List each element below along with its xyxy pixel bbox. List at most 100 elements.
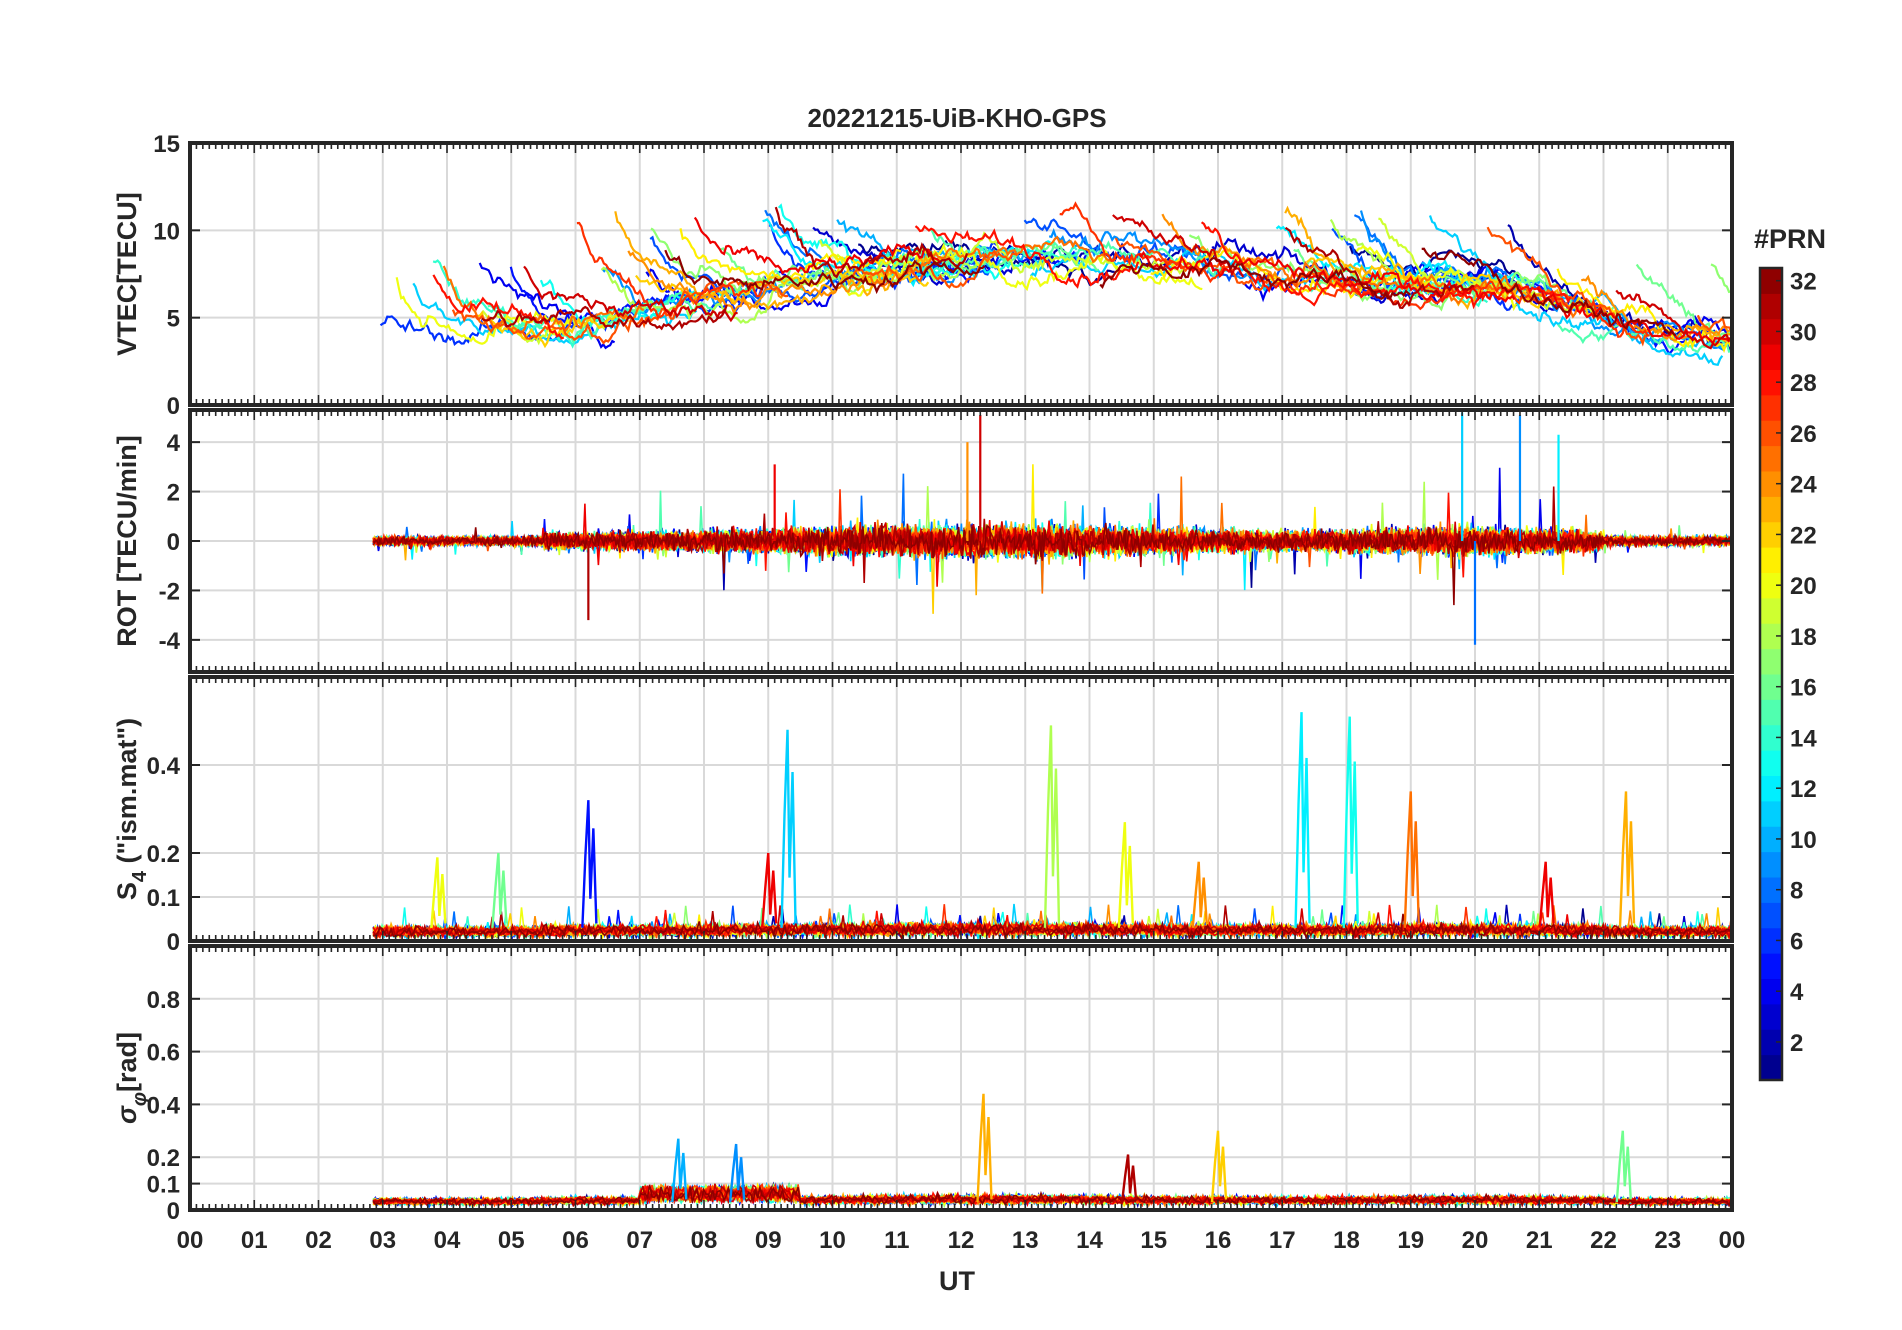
colorbar-tick-label: 2 — [1790, 1030, 1803, 1057]
colorbar-tick-label: 30 — [1790, 319, 1817, 346]
colorbar-segment — [1760, 445, 1782, 472]
colorbar-segment — [1760, 648, 1782, 675]
s4-panel: 0 0.1 0.2 0.4S4 ("ism.mat") — [112, 675, 1734, 956]
s4-axes — [188, 675, 1734, 943]
sigma_phi-series — [372, 1093, 1732, 1209]
vtec-line-prn — [847, 249, 1018, 289]
colorbar-segment — [1760, 953, 1782, 979]
colorbar-tick-label: 20 — [1790, 573, 1817, 600]
y-tick-label: 15 — [153, 131, 180, 158]
vtec-line-prn — [664, 249, 986, 295]
vtec-line-prn — [914, 224, 1140, 289]
x-tick-label: 07 — [626, 1227, 653, 1254]
y-tick-label: 0.2 — [147, 1145, 180, 1172]
colorbar-tick-label: 8 — [1790, 878, 1803, 905]
colorbar-segment — [1760, 521, 1782, 548]
s4-spike — [1043, 725, 1061, 928]
vtec-line-prn — [477, 310, 630, 349]
x-tick-label: 13 — [1012, 1227, 1039, 1254]
colorbar-tick-label: 24 — [1790, 472, 1817, 499]
sigma_phi-spike — [1210, 1130, 1228, 1203]
x-tick-label: 05 — [498, 1227, 525, 1254]
vtec-line-prn — [1536, 287, 1732, 346]
sigma_phi-axes — [188, 944, 1734, 1212]
x-tick-label: 12 — [948, 1227, 975, 1254]
x-tick-labels: 00 01 02 03 04 05 06 07 08 09 10 11 12 13 14 15 16 17 18 19… — [177, 1227, 1746, 1254]
chart-title: 20221215-UiB-KHO-GPS — [807, 103, 1106, 133]
sigma_phi-spike — [1615, 1130, 1632, 1203]
colorbar-segment — [1760, 547, 1782, 573]
s4-spike — [1191, 861, 1208, 928]
x-axis-label: UT — [939, 1266, 975, 1296]
vtec-line-prn — [1696, 314, 1732, 332]
vtec-line-prn — [1615, 289, 1732, 350]
y-tick-label: 0 — [167, 529, 180, 556]
colorbar-tick-label: 6 — [1790, 928, 1803, 955]
x-tick-label: 00 — [177, 1227, 204, 1254]
colorbar-tick-label: 32 — [1790, 269, 1817, 296]
colorbar-segment — [1760, 344, 1782, 370]
y-tick-label: 0.4 — [147, 753, 181, 780]
y-tick-label: 0.8 — [147, 987, 180, 1014]
x-tick-label: 10 — [819, 1227, 846, 1254]
y-tick-label: 0 — [167, 1198, 180, 1225]
s4-grid — [190, 677, 1732, 941]
colorbar-segment — [1760, 750, 1782, 776]
colorbar-segment — [1760, 800, 1782, 827]
vtec-line-prn — [478, 262, 616, 350]
vtec-series — [379, 201, 1732, 367]
colorbar-segment — [1760, 496, 1782, 523]
colorbar-segment — [1760, 369, 1782, 396]
s4-line-prn — [372, 913, 1732, 941]
vtec-line-prn — [1710, 263, 1732, 294]
sigma_phi-spike — [728, 1143, 746, 1203]
vtec-line-prn — [1059, 201, 1228, 284]
y-tick-label: 0.2 — [147, 841, 180, 868]
s4-spike — [1294, 712, 1311, 928]
y-tick-label: 10 — [153, 218, 180, 245]
colorbar-segment — [1760, 420, 1782, 447]
colorbar-tick-label: 4 — [1790, 979, 1804, 1006]
x-tick-label: 20 — [1462, 1227, 1489, 1254]
s4-spike — [1538, 861, 1555, 928]
sigma_phi-y-axis-label: σφ[rad] — [112, 1032, 151, 1124]
colorbar-tick-label: 18 — [1790, 624, 1817, 651]
vtec-line-prn — [627, 250, 895, 316]
colorbar-segment — [1760, 978, 1782, 1005]
colorbar-segment — [1760, 902, 1782, 929]
colorbar-segment — [1760, 1029, 1782, 1056]
vtec-line-prn — [481, 304, 728, 331]
vtec-line-prn — [523, 265, 738, 323]
s4-spike — [430, 857, 447, 928]
colorbar-tick-label: 26 — [1790, 421, 1817, 448]
colorbar-segment — [1760, 1003, 1782, 1030]
s4-spike — [491, 852, 508, 928]
vtec-line-prn — [1284, 226, 1475, 310]
s4-spike — [1117, 822, 1135, 928]
y-tick-label: 2 — [167, 480, 180, 507]
x-tick-label: 03 — [369, 1227, 396, 1254]
sigma-line-prn — [372, 1184, 1732, 1208]
colorbar-segment — [1760, 724, 1782, 751]
vtec-line-prn — [1421, 247, 1677, 337]
x-tick-label: 16 — [1205, 1227, 1232, 1254]
vtec-line-prn — [1349, 245, 1520, 279]
colorbar-segment — [1760, 775, 1782, 802]
y-tick-label: -2 — [159, 578, 180, 605]
x-tick-label: 08 — [691, 1227, 718, 1254]
rot-line-prn — [373, 522, 1732, 606]
colorbar-segment — [1760, 471, 1782, 497]
colorbar-title: #PRN — [1754, 224, 1826, 254]
y-tick-label: 0 — [167, 393, 180, 420]
x-tick-label: 19 — [1397, 1227, 1424, 1254]
x-tick-label: 02 — [305, 1227, 332, 1254]
colorbar-segment — [1760, 318, 1782, 345]
colorbar-segment — [1760, 674, 1782, 700]
y-tick-label: 0.1 — [147, 1172, 180, 1199]
x-tick-label: 11 — [884, 1227, 909, 1254]
y-tick-label: 0.4 — [147, 1092, 181, 1119]
x-tick-label: 09 — [755, 1227, 782, 1254]
vtec-line-prn — [1099, 257, 1412, 300]
